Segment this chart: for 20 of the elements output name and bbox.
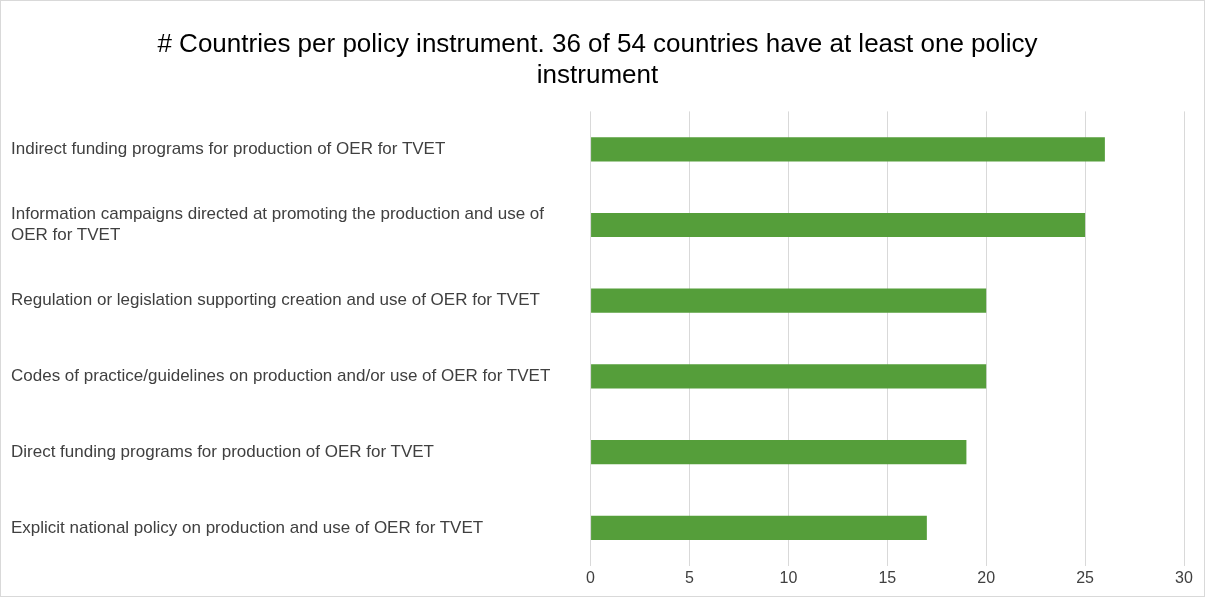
y-tick-label: Regulation or legislation supporting creation and use of OER for TVET bbox=[11, 290, 540, 310]
x-tick-label: 30 bbox=[1175, 568, 1193, 586]
x-tick-label: 25 bbox=[1076, 568, 1095, 586]
x-tick-label: 20 bbox=[977, 568, 996, 586]
y-tick-label: Explicit national policy on production and use of OER for TVET bbox=[11, 517, 484, 537]
chart-title: # Countries per policy instrument. 36 of 54 countries have at least one policy instrument bbox=[157, 27, 1038, 89]
y-tick-label: Indirect funding programs for production of OER for TVET bbox=[11, 138, 446, 158]
bar bbox=[591, 364, 987, 389]
y-tick-label: Codes of practice/guidelines on production and/or use of OER for TVET bbox=[11, 366, 551, 386]
x-tick-label: 15 bbox=[878, 568, 897, 586]
bar bbox=[591, 212, 1086, 238]
x-tick-label: 5 bbox=[685, 568, 695, 586]
bar bbox=[591, 515, 927, 541]
bar bbox=[591, 137, 1105, 162]
bar bbox=[591, 440, 967, 465]
x-tick-label: 10 bbox=[779, 568, 798, 586]
x-tick-label: 0 bbox=[586, 568, 596, 586]
bar bbox=[591, 288, 987, 313]
y-tick-label: Information campaigns directed at promoting the production and use of OER for TVET bbox=[11, 204, 545, 244]
y-tick-label: Direct funding programs for production of OER for TVET bbox=[11, 441, 434, 461]
